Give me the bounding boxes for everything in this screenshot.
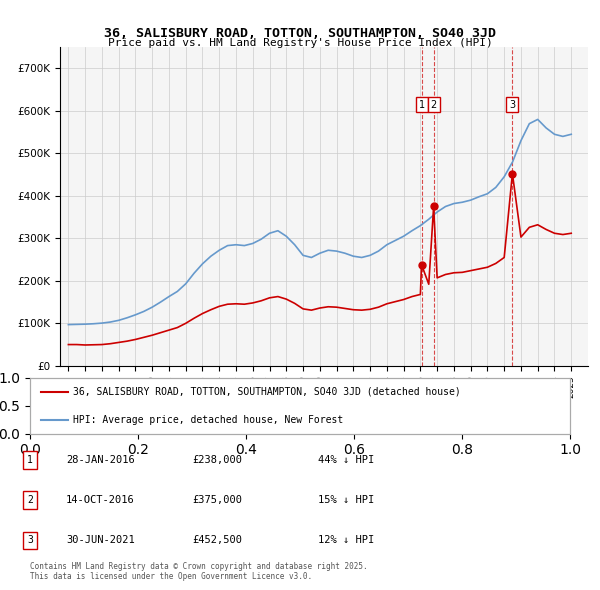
Text: 36, SALISBURY ROAD, TOTTON, SOUTHAMPTON, SO40 3JD: 36, SALISBURY ROAD, TOTTON, SOUTHAMPTON,… (104, 27, 496, 40)
Text: 12% ↓ HPI: 12% ↓ HPI (318, 536, 374, 545)
Text: 15% ↓ HPI: 15% ↓ HPI (318, 496, 374, 505)
Text: 3: 3 (27, 536, 33, 545)
Text: 28-JAN-2016: 28-JAN-2016 (66, 455, 135, 465)
Text: 44% ↓ HPI: 44% ↓ HPI (318, 455, 374, 465)
Text: 3: 3 (509, 100, 515, 110)
Text: 1: 1 (27, 455, 33, 465)
Text: £238,000: £238,000 (192, 455, 242, 465)
Text: Price paid vs. HM Land Registry's House Price Index (HPI): Price paid vs. HM Land Registry's House … (107, 38, 493, 48)
Text: Contains HM Land Registry data © Crown copyright and database right 2025.
This d: Contains HM Land Registry data © Crown c… (30, 562, 368, 581)
Text: HPI: Average price, detached house, New Forest: HPI: Average price, detached house, New … (73, 415, 343, 425)
Text: 1: 1 (418, 100, 425, 110)
Text: £375,000: £375,000 (192, 496, 242, 505)
Text: 14-OCT-2016: 14-OCT-2016 (66, 496, 135, 505)
Text: 30-JUN-2021: 30-JUN-2021 (66, 536, 135, 545)
Text: 36, SALISBURY ROAD, TOTTON, SOUTHAMPTON, SO40 3JD (detached house): 36, SALISBURY ROAD, TOTTON, SOUTHAMPTON,… (73, 386, 461, 396)
Text: £452,500: £452,500 (192, 536, 242, 545)
Text: 2: 2 (430, 100, 437, 110)
Text: 2: 2 (27, 496, 33, 505)
